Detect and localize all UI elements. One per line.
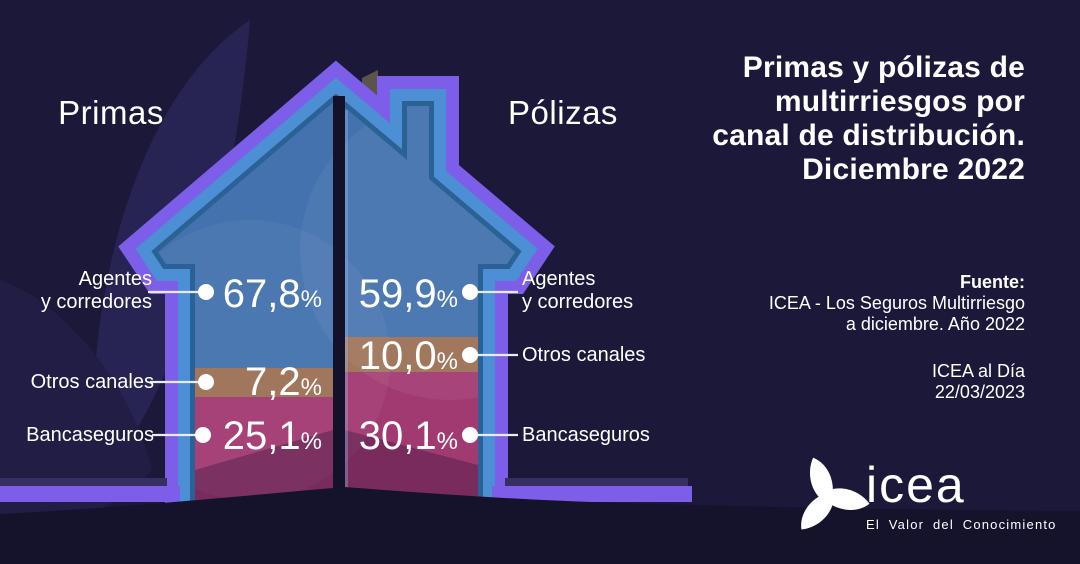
value-number: 30,1 bbox=[358, 414, 437, 458]
source-block: Fuente: ICEA - Los Seguros Multirriesgo … bbox=[685, 272, 1025, 335]
title-line: Diciembre 2022 bbox=[802, 153, 1025, 186]
segment-bottom-shade bbox=[345, 430, 478, 502]
publication-date: 22/03/2023 bbox=[934, 382, 1025, 402]
segment-bottom-shade bbox=[195, 430, 333, 502]
leader-dots bbox=[195, 284, 478, 443]
title-line: Primas y pólizas de bbox=[742, 51, 1025, 84]
percent-sign: % bbox=[300, 428, 322, 455]
leader-dot bbox=[195, 427, 211, 443]
percent-sign: % bbox=[300, 374, 322, 401]
leader-dot bbox=[462, 427, 478, 443]
series-title-primas: Primas bbox=[58, 94, 164, 131]
segment-polizas-bancaseguros bbox=[345, 372, 485, 502]
house bbox=[118, 60, 555, 532]
value-number: 10,0 bbox=[358, 334, 437, 378]
icea-logo-wordmark: icea bbox=[866, 457, 966, 513]
value-polizas-bancaseguros: 30,1% bbox=[328, 414, 458, 464]
label-primas-bancaseguros: Bancaseguros bbox=[26, 424, 154, 446]
page-title: Primas y pólizas de multirriesgos por ca… bbox=[625, 51, 1025, 187]
label-line: y corredores bbox=[522, 291, 634, 313]
title-line: canal de distribución. bbox=[712, 119, 1025, 152]
leader-dot bbox=[462, 347, 478, 363]
label-primas-agentes: Agentes y corredores bbox=[0, 268, 152, 314]
segment-polizas-otros-canales bbox=[345, 337, 485, 372]
percent-sign: % bbox=[436, 428, 458, 455]
value-primas-bancaseguros: 25,1% bbox=[192, 414, 322, 464]
label-polizas-bancaseguros: Bancaseguros bbox=[522, 424, 650, 446]
label-line: Agentes bbox=[78, 268, 152, 290]
interior-highlight-swirl bbox=[300, 100, 515, 400]
publication-name: ICEA al Día bbox=[931, 361, 1025, 381]
icea-logo-mark-icon bbox=[801, 457, 870, 530]
decor-leaf-bottom-left bbox=[0, 280, 152, 542]
value-polizas-agentes: 59,9% bbox=[328, 272, 458, 322]
label-line: y corredores bbox=[40, 291, 152, 313]
title-line: multirriesgos por bbox=[774, 85, 1025, 118]
leader-dot bbox=[198, 284, 214, 300]
ground-strip-left bbox=[0, 486, 180, 502]
value-primas-otros: 7,2% bbox=[192, 360, 322, 410]
ground-strip-right bbox=[492, 486, 692, 502]
value-number: 25,1 bbox=[222, 414, 301, 458]
ground-shadow-left bbox=[0, 478, 167, 486]
source-line: a diciembre. Año 2022 bbox=[845, 314, 1025, 334]
house-split-gap bbox=[333, 96, 345, 502]
percent-sign: % bbox=[436, 286, 458, 313]
source-line: ICEA - Los Seguros Multirriesgo bbox=[768, 293, 1025, 313]
ground-shadow-right bbox=[505, 478, 688, 486]
value-number: 67,8 bbox=[222, 272, 301, 316]
percent-sign: % bbox=[300, 286, 322, 313]
publication-block: ICEA al Día 22/03/2023 bbox=[685, 361, 1025, 403]
value-polizas-otros: 10,0% bbox=[328, 334, 458, 384]
value-primas-agentes: 67,8% bbox=[192, 272, 322, 322]
decor-swoosh-bottom bbox=[0, 487, 1080, 564]
house-split-highlight bbox=[345, 110, 348, 492]
value-number: 59,9 bbox=[358, 272, 437, 316]
label-polizas-otros: Otros canales bbox=[522, 344, 646, 366]
label-polizas-agentes: Agentes y corredores bbox=[522, 268, 682, 314]
value-number: 7,2 bbox=[245, 360, 301, 404]
leader-dot bbox=[462, 284, 478, 300]
label-primas-otros: Otros canales bbox=[30, 371, 154, 393]
leader-lines bbox=[148, 290, 518, 437]
icea-logo-tagline: El Valor del Conocimiento bbox=[866, 517, 1057, 532]
leader-dot bbox=[198, 374, 214, 390]
series-title-polizas: Pólizas bbox=[508, 94, 618, 131]
label-line: Agentes bbox=[522, 268, 596, 290]
source-heading: Fuente: bbox=[960, 272, 1025, 292]
percent-sign: % bbox=[436, 348, 458, 375]
